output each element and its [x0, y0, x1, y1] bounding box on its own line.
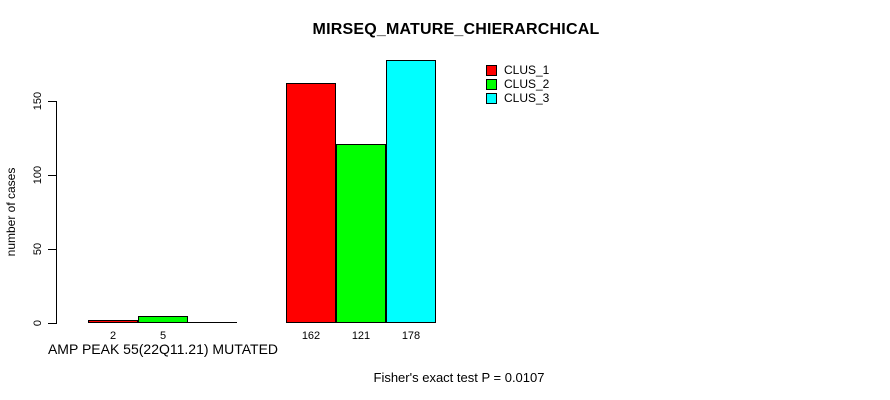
y-tick-label: 0: [32, 319, 44, 327]
legend-swatch-icon: [486, 64, 497, 76]
y-tick-mark: [48, 174, 56, 176]
bar-value-label: 121: [351, 330, 371, 342]
y-tick-mark: [48, 322, 56, 324]
y-axis-title-text: number of cases: [4, 167, 18, 257]
x-axis-group-label: AMP PEAK 55(22Q11.21) MUTATED: [47, 341, 279, 357]
chart-title: MIRSEQ_MATURE_CHIERARCHICAL: [312, 21, 600, 38]
bar-clus_3-group1-zero: [188, 322, 237, 323]
bar-clus_2-group1: [138, 316, 188, 323]
y-tick-mark: [48, 248, 56, 250]
y-axis-line: [56, 101, 57, 324]
legend-label: CLUS_2: [504, 77, 550, 91]
bar-value-label: 5: [159, 330, 167, 342]
y-tick-label: 150: [32, 91, 44, 111]
bar-value-label: 178: [401, 330, 421, 342]
footer-stat-text: Fisher's exact test P = 0.0107: [373, 370, 545, 385]
bar-clus_1-group1: [88, 320, 138, 323]
y-tick-label: 50: [32, 242, 44, 256]
bar-clus_2-group2: [336, 144, 386, 323]
bar-value-label: 2: [109, 330, 117, 342]
legend-item-clus_1: CLUS_1: [486, 63, 549, 77]
y-tick-label: 100: [32, 165, 44, 185]
y-axis-title: number of cases: [4, 140, 18, 284]
legend-label: CLUS_1: [504, 63, 550, 77]
bar-clus_3-group2: [386, 60, 436, 323]
bar-clus_1-group2: [286, 83, 336, 323]
legend-item-clus_2: CLUS_2: [486, 77, 549, 91]
y-tick-mark: [48, 100, 56, 102]
legend: CLUS_1 CLUS_2 CLUS_3: [486, 63, 549, 105]
legend-swatch-icon: [486, 92, 497, 104]
bar-value-label: 162: [301, 330, 321, 342]
legend-swatch-icon: [486, 78, 497, 90]
legend-label: CLUS_3: [504, 91, 550, 105]
legend-item-clus_3: CLUS_3: [486, 91, 549, 105]
